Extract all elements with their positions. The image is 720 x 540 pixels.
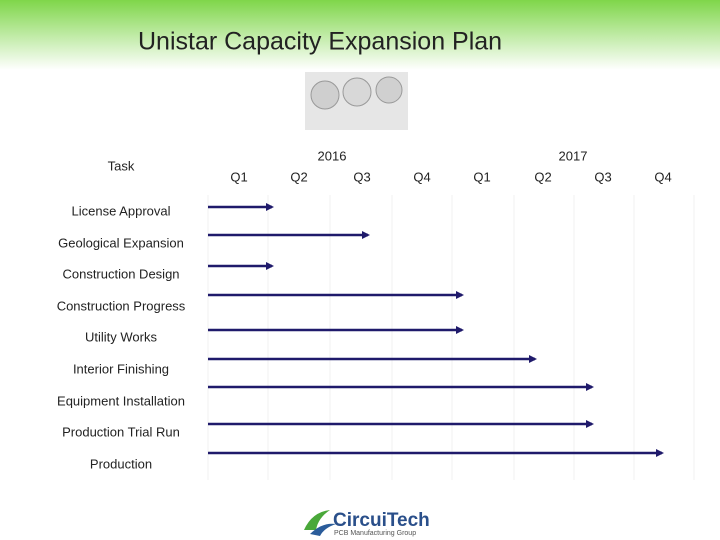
logo-tagline: PCB Manufacturing Group (334, 530, 416, 537)
title: Unistar Capacity Expansion Plan (138, 28, 502, 56)
logo-name: CircuiTech (333, 510, 430, 531)
task-label: Utility Works (85, 329, 157, 344)
quarter: Q2 (290, 169, 307, 184)
quarter: Q2 (534, 169, 551, 184)
quarter: Q1 (473, 169, 490, 184)
timeline-arrows (208, 203, 664, 457)
task-label: Geological Expansion (58, 235, 184, 250)
year: 2017 (559, 148, 588, 163)
task-label: Construction Progress (57, 298, 186, 313)
quarter: Q3 (353, 169, 370, 184)
task-label: Interior Finishing (73, 361, 169, 376)
quarter: Q4 (654, 169, 671, 184)
year: 2016 (318, 148, 347, 163)
quarter: Q3 (594, 169, 611, 184)
task-label: Equipment Installation (57, 393, 185, 408)
task-label: Production (90, 456, 152, 471)
header-band (0, 0, 720, 70)
quarter: Q4 (413, 169, 430, 184)
task-label: License Approval (71, 203, 170, 218)
task-label: Construction Design (62, 266, 179, 281)
task-label: Production Trial Run (62, 424, 180, 439)
grid-columns (207, 195, 695, 480)
logo: CircuiTech PCB Manufacturing Group (304, 510, 430, 537)
quarter: Q1 (230, 169, 247, 184)
blueprint-image (305, 72, 408, 130)
task-header: Task (108, 158, 135, 173)
